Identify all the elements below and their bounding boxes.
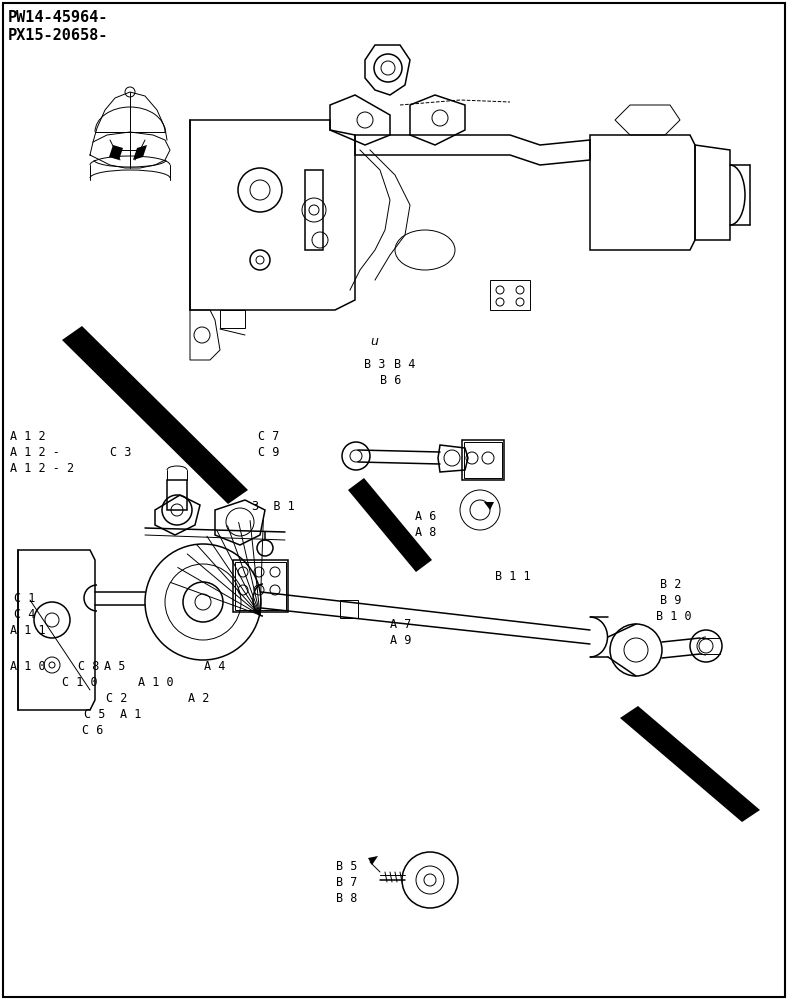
Text: C 2: C 2: [106, 692, 128, 705]
Bar: [462, 440, 504, 480]
Bar: [167, 480, 187, 510]
Text: 3  B 1: 3 B 1: [252, 500, 295, 513]
Text: A 1 2 - 2: A 1 2 - 2: [10, 462, 74, 475]
Polygon shape: [133, 145, 147, 160]
Text: u: u: [370, 335, 378, 348]
Bar: [490, 280, 530, 310]
Bar: [220, 310, 245, 328]
Text: C 7: C 7: [258, 430, 280, 443]
Text: A 1 0: A 1 0: [138, 676, 173, 689]
Text: B 9: B 9: [660, 594, 682, 607]
Text: C 4: C 4: [14, 608, 35, 621]
Text: A 2: A 2: [188, 692, 210, 705]
Text: A 6: A 6: [415, 510, 437, 523]
Text: PW14-45964-: PW14-45964-: [8, 10, 109, 25]
Text: C 1: C 1: [14, 592, 35, 605]
Bar: [305, 170, 323, 250]
Text: C 8: C 8: [78, 660, 99, 673]
Text: B 7: B 7: [336, 876, 358, 889]
Text: B 8: B 8: [336, 892, 358, 905]
Bar: [464, 442, 502, 478]
Polygon shape: [484, 502, 494, 510]
Bar: [340, 600, 358, 618]
Text: B 1 1: B 1 1: [495, 570, 530, 583]
Polygon shape: [348, 478, 432, 572]
Text: C 3: C 3: [110, 446, 132, 459]
Text: C 5: C 5: [84, 708, 106, 721]
Polygon shape: [62, 326, 248, 504]
Text: B 3: B 3: [364, 358, 385, 371]
Text: B 6: B 6: [380, 374, 401, 387]
Text: A 8: A 8: [415, 526, 437, 539]
Text: A 7: A 7: [390, 618, 411, 631]
Text: B 1 0: B 1 0: [656, 610, 692, 623]
Text: C 6: C 6: [82, 724, 103, 737]
Polygon shape: [620, 706, 760, 822]
Text: B 2: B 2: [660, 578, 682, 591]
Text: C 1 0: C 1 0: [62, 676, 98, 689]
Bar: [233, 560, 288, 612]
Text: A 1 0: A 1 0: [10, 660, 46, 673]
Text: PX15-20658-: PX15-20658-: [8, 28, 109, 43]
Polygon shape: [109, 145, 123, 160]
Text: A 1: A 1: [120, 708, 141, 721]
Text: A 4: A 4: [204, 660, 225, 673]
Text: B 5: B 5: [336, 860, 358, 873]
Text: A 1 2 -: A 1 2 -: [10, 446, 60, 459]
Polygon shape: [368, 856, 378, 865]
Text: A 1 1: A 1 1: [10, 624, 46, 637]
Text: C 9: C 9: [258, 446, 280, 459]
Text: A 5: A 5: [104, 660, 125, 673]
Text: A 1 2: A 1 2: [10, 430, 46, 443]
Text: B 4: B 4: [394, 358, 415, 371]
Bar: [235, 562, 286, 610]
Text: A 9: A 9: [390, 634, 411, 647]
